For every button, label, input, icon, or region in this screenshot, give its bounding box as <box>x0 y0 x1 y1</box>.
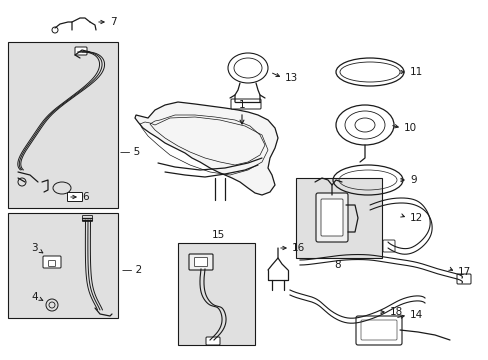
Text: 14: 14 <box>409 310 423 320</box>
FancyBboxPatch shape <box>456 274 470 284</box>
FancyBboxPatch shape <box>48 261 55 266</box>
Bar <box>295 178 381 258</box>
Text: 4: 4 <box>31 292 38 302</box>
Text: 11: 11 <box>409 67 423 77</box>
Text: 9: 9 <box>409 175 416 185</box>
Text: 3: 3 <box>31 243 38 253</box>
Polygon shape <box>135 102 278 195</box>
FancyBboxPatch shape <box>67 193 82 202</box>
FancyBboxPatch shape <box>355 316 401 345</box>
Text: 16: 16 <box>291 243 305 253</box>
FancyBboxPatch shape <box>315 193 347 242</box>
Text: 1: 1 <box>238 100 245 110</box>
FancyBboxPatch shape <box>43 256 61 268</box>
Text: 7: 7 <box>110 17 116 27</box>
Text: 18: 18 <box>389 307 403 317</box>
Text: 15: 15 <box>211 230 224 240</box>
Bar <box>178 243 254 345</box>
FancyBboxPatch shape <box>320 199 342 236</box>
FancyBboxPatch shape <box>230 99 261 109</box>
FancyBboxPatch shape <box>205 337 220 345</box>
Text: 8: 8 <box>334 260 341 270</box>
FancyBboxPatch shape <box>82 216 92 221</box>
FancyBboxPatch shape <box>360 320 396 340</box>
Text: 10: 10 <box>403 123 416 133</box>
Text: 13: 13 <box>285 73 298 83</box>
FancyBboxPatch shape <box>75 47 87 55</box>
FancyBboxPatch shape <box>194 257 207 266</box>
Bar <box>8 42 118 208</box>
Text: 6: 6 <box>82 192 88 202</box>
Text: — 2: — 2 <box>122 265 142 275</box>
Text: 12: 12 <box>409 213 423 223</box>
Text: 17: 17 <box>457 267 470 277</box>
FancyBboxPatch shape <box>189 254 213 270</box>
FancyBboxPatch shape <box>382 240 394 252</box>
Text: — 5: — 5 <box>120 147 140 157</box>
Bar <box>8 213 118 318</box>
